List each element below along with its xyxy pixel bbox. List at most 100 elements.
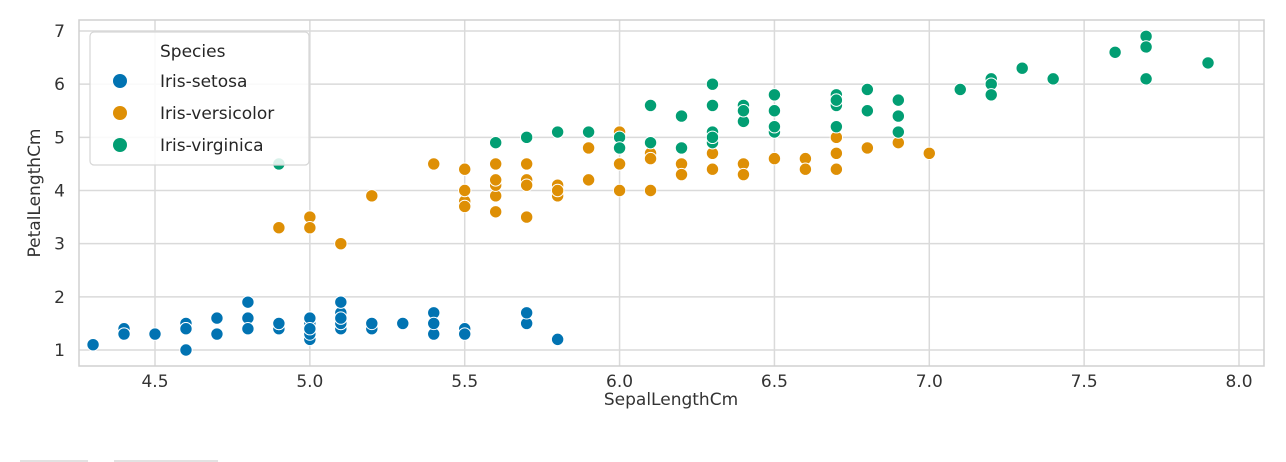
- data-point: [488, 135, 503, 150]
- data-point: [984, 88, 998, 102]
- data-point: [458, 199, 472, 214]
- y-tick-label: 1: [54, 341, 65, 361]
- y-tick-label: 4: [54, 182, 65, 202]
- data-point: [179, 322, 193, 336]
- legend-marker-icon: [113, 74, 127, 88]
- data-point: [891, 125, 906, 139]
- data-point: [210, 311, 224, 325]
- data-point: [210, 327, 224, 341]
- bottom-stub-left: [20, 460, 88, 462]
- legend-marker-icon: [113, 106, 127, 120]
- y-tick-label: 6: [54, 75, 65, 95]
- data-point: [550, 183, 565, 198]
- data-point: [272, 221, 286, 235]
- data-point: [334, 295, 348, 309]
- legend: Species Iris-setosa Iris-versicolor Iris-v…: [89, 31, 310, 166]
- legend-item-label: Iris-virginica: [160, 136, 264, 156]
- data-point: [117, 327, 131, 341]
- data-point: [860, 141, 875, 155]
- data-point: [1139, 72, 1153, 86]
- data-point: [458, 162, 472, 176]
- data-point: [519, 306, 534, 320]
- data-point: [334, 236, 348, 251]
- data-point: [798, 162, 813, 176]
- data-point: [241, 295, 255, 309]
- data-point: [612, 141, 627, 155]
- x-tick-label: 6.0: [606, 372, 633, 392]
- data-point: [829, 146, 844, 160]
- data-point: [488, 173, 503, 187]
- data-point: [1015, 61, 1029, 75]
- data-point: [891, 109, 906, 123]
- data-point: [303, 322, 317, 336]
- y-axis-label: PetalLengthCm: [25, 129, 45, 258]
- data-point: [705, 77, 720, 91]
- legend-box: [89, 31, 310, 166]
- data-point: [643, 135, 658, 150]
- x-tick-label: 7.5: [1071, 372, 1098, 392]
- data-point: [581, 141, 596, 155]
- data-point: [458, 183, 472, 198]
- y-tick-label: 2: [54, 288, 65, 308]
- data-point: [550, 332, 565, 347]
- data-point: [179, 343, 193, 357]
- data-point: [860, 104, 875, 118]
- data-point: [767, 151, 782, 166]
- data-point: [922, 146, 936, 160]
- data-point: [1201, 56, 1215, 70]
- data-point: [674, 141, 689, 155]
- data-point: [860, 82, 875, 97]
- data-point: [767, 120, 782, 134]
- data-point: [581, 173, 596, 187]
- data-point: [488, 205, 503, 219]
- data-point: [1108, 45, 1122, 59]
- data-point: [396, 316, 410, 331]
- data-point: [891, 93, 906, 107]
- data-point: [643, 183, 658, 198]
- data-point: [427, 316, 441, 331]
- data-point: [674, 109, 689, 123]
- data-point: [612, 183, 627, 198]
- x-tick-label: 5.0: [296, 372, 323, 392]
- data-point: [705, 130, 720, 145]
- x-tick-label: 4.5: [141, 372, 168, 392]
- legend-title: Species: [160, 42, 226, 62]
- data-point: [365, 189, 379, 203]
- data-point: [581, 125, 596, 139]
- data-point: [241, 322, 255, 336]
- data-point: [303, 221, 317, 235]
- data-point: [829, 162, 844, 176]
- data-point: [519, 210, 534, 224]
- x-tick-label: 8.0: [1225, 372, 1252, 392]
- data-point: [705, 98, 720, 113]
- legend-item-label: Iris-versicolor: [160, 104, 274, 124]
- data-point: [643, 151, 658, 166]
- data-point: [829, 120, 844, 134]
- data-point: [612, 157, 627, 171]
- data-point: [1046, 72, 1060, 86]
- data-point: [272, 316, 286, 331]
- x-tick-label: 6.5: [761, 372, 788, 392]
- data-point: [148, 327, 162, 341]
- data-point: [365, 316, 379, 331]
- data-point: [736, 104, 751, 118]
- data-point: [86, 337, 100, 352]
- y-tick-label: 7: [54, 22, 65, 42]
- x-axis-ticks: 4.5 5.0 5.5 6.0 6.5 7.0 7.5 8.0: [141, 372, 1252, 392]
- x-tick-label: 7.0: [916, 372, 943, 392]
- data-point: [829, 93, 844, 107]
- data-points: [86, 29, 1215, 357]
- data-point: [1139, 40, 1153, 54]
- data-point: [334, 311, 348, 325]
- x-axis-label: SepalLengthCm: [604, 390, 738, 410]
- data-point: [643, 98, 658, 113]
- plot-frame: [78, 19, 1265, 367]
- data-point: [953, 82, 967, 97]
- y-tick-label: 3: [54, 235, 65, 255]
- y-tick-label: 5: [54, 128, 65, 148]
- data-point: [519, 157, 534, 171]
- x-tick-label: 5.5: [451, 372, 478, 392]
- data-point: [550, 125, 565, 139]
- y-axis-ticks: 1 2 3 4 5 6 7: [54, 22, 65, 361]
